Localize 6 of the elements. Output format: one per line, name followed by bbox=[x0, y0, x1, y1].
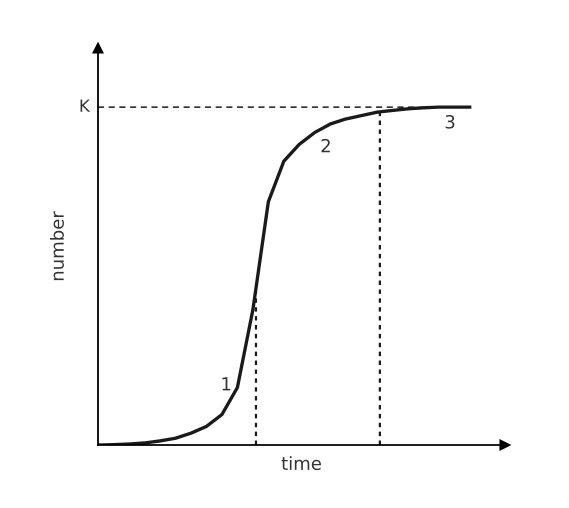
x-axis-title: time bbox=[282, 456, 321, 470]
annotation: 1 bbox=[222, 377, 230, 390]
annotation: 2 bbox=[322, 138, 330, 152]
y-axis-title: number bbox=[50, 211, 64, 280]
ref-line-label: K bbox=[80, 100, 90, 112]
annotation: 3 bbox=[446, 115, 454, 129]
